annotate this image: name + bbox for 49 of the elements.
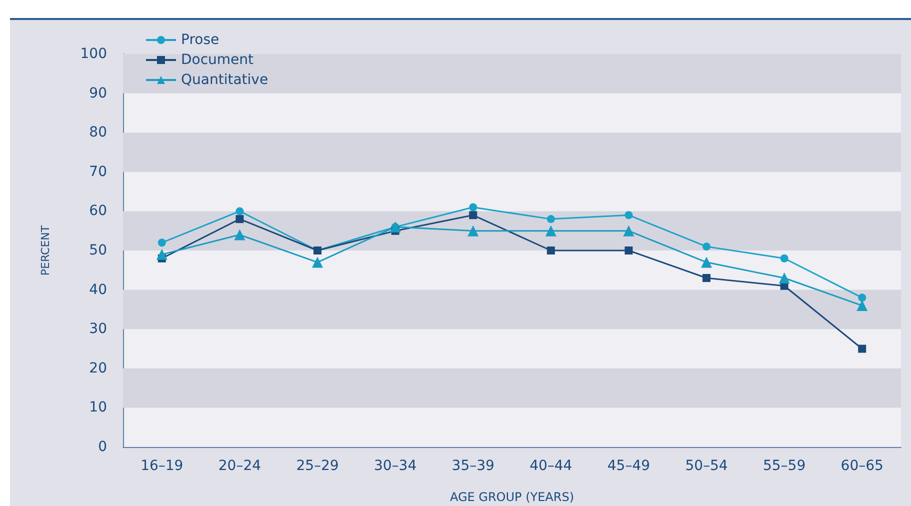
legend-label: Quantitative [181,72,268,88]
x-tick-label: 45–49 [607,458,650,474]
x-tick-label: 16–19 [140,458,184,474]
legend-label: Document [181,52,254,68]
legend-label: Prose [181,32,220,48]
point [624,211,633,220]
x-tick-label: 55–59 [762,458,806,474]
y-tick-label: 10 [89,400,107,416]
point [468,225,479,236]
point [469,211,478,220]
x-axis-title: AGE GROUP (YEARS) [450,490,574,504]
y-tick-label: 30 [89,321,107,338]
point [236,207,244,216]
y-tick-label: 0 [98,439,107,455]
x-tick-label: 35–39 [452,458,494,474]
y-tick-label: 70 [89,164,107,180]
point [234,229,246,240]
point [702,274,710,282]
point [701,256,712,268]
point [858,344,866,353]
x-tick-label: 25–29 [296,458,339,474]
y-tick-label: 40 [89,282,107,298]
y-tick-label: 60 [89,203,107,220]
y-tick-label: 80 [89,124,107,141]
point [856,300,868,312]
y-tick-label: 20 [89,360,107,376]
y-tick-label: 50 [89,242,107,258]
point [545,225,556,236]
point [156,248,168,260]
y-tick-label: 100 [80,46,107,62]
point [236,215,244,224]
x-tick-label: 30–34 [374,458,417,474]
point [469,203,478,212]
point [312,256,323,268]
x-tick-label: 20–24 [218,458,262,474]
point [702,242,710,251]
point [858,294,866,302]
x-tick-label: 60–65 [840,458,884,474]
y-axis-title: PERCENT [39,225,52,276]
point [778,272,790,284]
y-tick-label: 90 [89,85,107,102]
point [546,215,555,224]
x-tick-label: 50–54 [685,458,728,474]
point [546,246,555,254]
point [158,238,166,247]
x-tick-label: 40–44 [530,458,572,474]
point [780,254,788,262]
point [624,246,633,254]
point [623,225,634,236]
